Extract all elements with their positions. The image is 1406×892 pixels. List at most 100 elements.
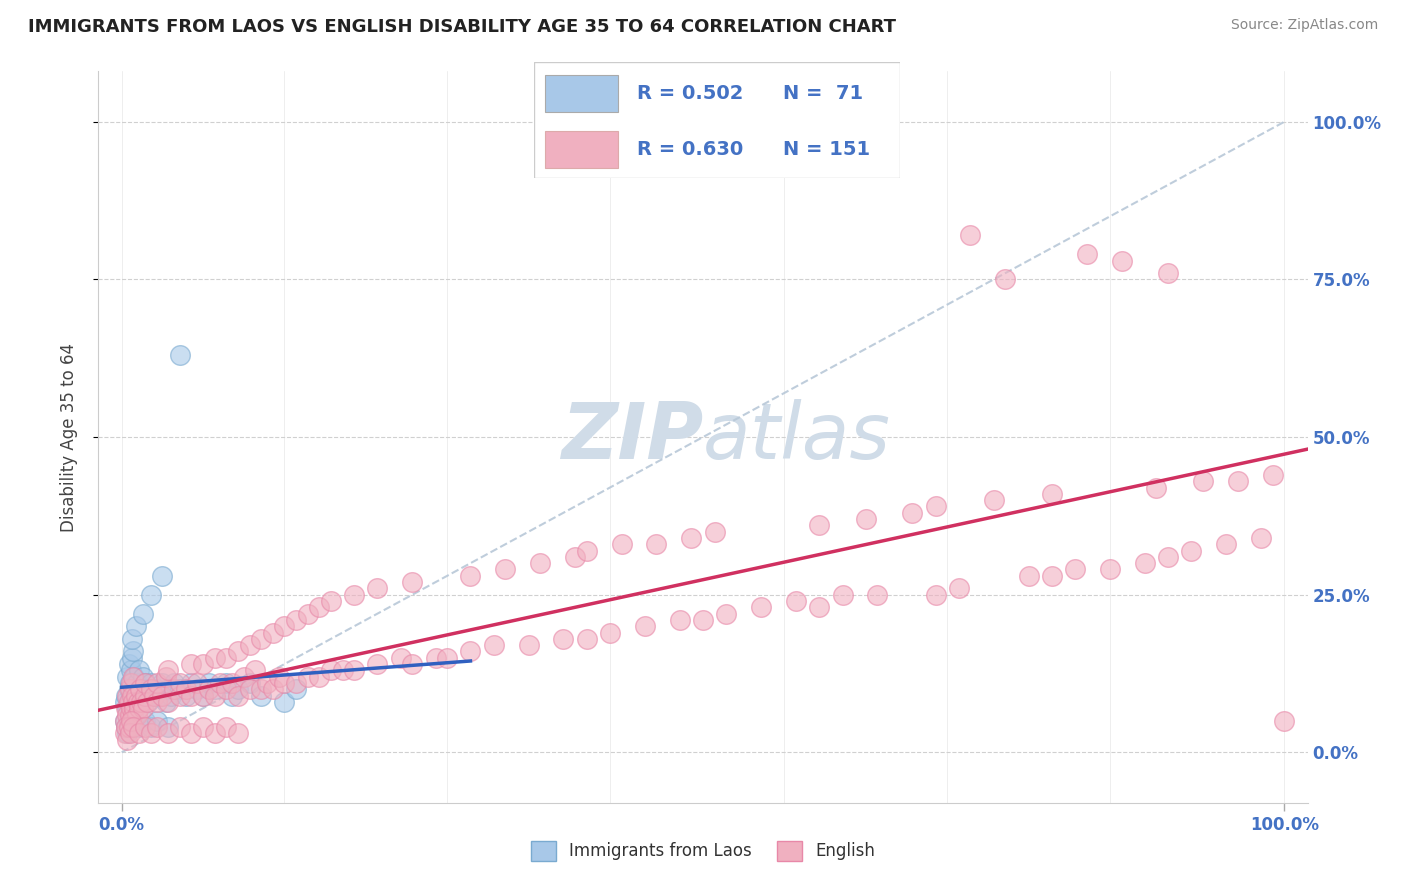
Point bbox=[120, 664, 142, 678]
Text: ZIP: ZIP bbox=[561, 399, 703, 475]
Point bbox=[174, 689, 197, 703]
Point bbox=[204, 682, 226, 697]
Point bbox=[1226, 474, 1249, 488]
Point bbox=[114, 714, 136, 728]
Point bbox=[148, 689, 170, 703]
Text: R = 0.502: R = 0.502 bbox=[637, 84, 742, 103]
Point bbox=[124, 619, 146, 633]
Point bbox=[169, 689, 191, 703]
Point bbox=[401, 657, 423, 671]
Point bbox=[209, 676, 232, 690]
Point bbox=[297, 607, 319, 621]
Point bbox=[122, 670, 145, 684]
Point bbox=[155, 670, 177, 684]
Point bbox=[117, 689, 139, 703]
Point bbox=[115, 720, 138, 734]
Point bbox=[114, 714, 136, 728]
Point bbox=[174, 682, 197, 697]
Text: N = 151: N = 151 bbox=[783, 140, 870, 159]
Point bbox=[221, 689, 243, 703]
Point bbox=[808, 518, 831, 533]
Point bbox=[120, 676, 142, 690]
Point bbox=[122, 695, 145, 709]
Point bbox=[134, 676, 156, 690]
Point bbox=[564, 549, 586, 564]
Point bbox=[634, 619, 657, 633]
Point bbox=[134, 714, 156, 728]
Point bbox=[169, 348, 191, 362]
Point bbox=[831, 588, 853, 602]
Point bbox=[226, 726, 249, 740]
Point bbox=[924, 588, 946, 602]
Point bbox=[145, 720, 167, 734]
Point bbox=[145, 714, 167, 728]
Point bbox=[150, 569, 173, 583]
Text: R = 0.630: R = 0.630 bbox=[637, 140, 742, 159]
Point bbox=[366, 657, 388, 671]
Point bbox=[1064, 562, 1087, 576]
Point bbox=[118, 676, 141, 690]
Point bbox=[866, 588, 889, 602]
Point bbox=[122, 682, 145, 697]
Point bbox=[128, 664, 150, 678]
Point bbox=[250, 632, 273, 646]
Point bbox=[131, 695, 153, 709]
Point bbox=[692, 613, 714, 627]
Point bbox=[1250, 531, 1272, 545]
Point bbox=[425, 650, 447, 665]
Point bbox=[145, 682, 167, 697]
Point bbox=[204, 689, 226, 703]
Point bbox=[285, 676, 308, 690]
Point bbox=[1261, 467, 1284, 482]
Point bbox=[163, 682, 186, 697]
Point bbox=[118, 657, 141, 671]
Point bbox=[117, 670, 139, 684]
Point bbox=[948, 582, 970, 596]
Point bbox=[319, 664, 342, 678]
Point bbox=[332, 664, 354, 678]
Point bbox=[128, 720, 150, 734]
Point bbox=[983, 493, 1005, 508]
Point bbox=[157, 664, 180, 678]
Point bbox=[143, 689, 166, 703]
Point bbox=[389, 650, 412, 665]
Point bbox=[134, 676, 156, 690]
Point bbox=[215, 720, 238, 734]
Point bbox=[343, 664, 366, 678]
Point bbox=[262, 625, 284, 640]
Point bbox=[308, 600, 330, 615]
Point bbox=[131, 607, 153, 621]
Point bbox=[204, 726, 226, 740]
Point bbox=[681, 531, 703, 545]
Point bbox=[157, 682, 180, 697]
Text: N =  71: N = 71 bbox=[783, 84, 863, 103]
Point bbox=[121, 689, 143, 703]
Point bbox=[215, 682, 238, 697]
Point bbox=[139, 720, 162, 734]
Point bbox=[645, 537, 668, 551]
Point bbox=[121, 632, 143, 646]
Point bbox=[118, 707, 141, 722]
Point bbox=[959, 228, 981, 243]
Point bbox=[198, 682, 221, 697]
Point bbox=[215, 676, 238, 690]
Point bbox=[668, 613, 690, 627]
Point bbox=[1157, 549, 1180, 564]
Point bbox=[494, 562, 516, 576]
Point bbox=[134, 689, 156, 703]
Point bbox=[482, 638, 505, 652]
Point bbox=[366, 582, 388, 596]
Legend: Immigrants from Laos, English: Immigrants from Laos, English bbox=[524, 834, 882, 868]
Point bbox=[118, 695, 141, 709]
Point bbox=[191, 689, 214, 703]
Point bbox=[114, 726, 136, 740]
Point bbox=[575, 632, 598, 646]
Point bbox=[250, 682, 273, 697]
Point bbox=[226, 682, 249, 697]
Point bbox=[221, 676, 243, 690]
Point bbox=[1040, 569, 1063, 583]
Point bbox=[1098, 562, 1121, 576]
Point bbox=[180, 689, 202, 703]
Point bbox=[215, 650, 238, 665]
Point bbox=[125, 676, 148, 690]
